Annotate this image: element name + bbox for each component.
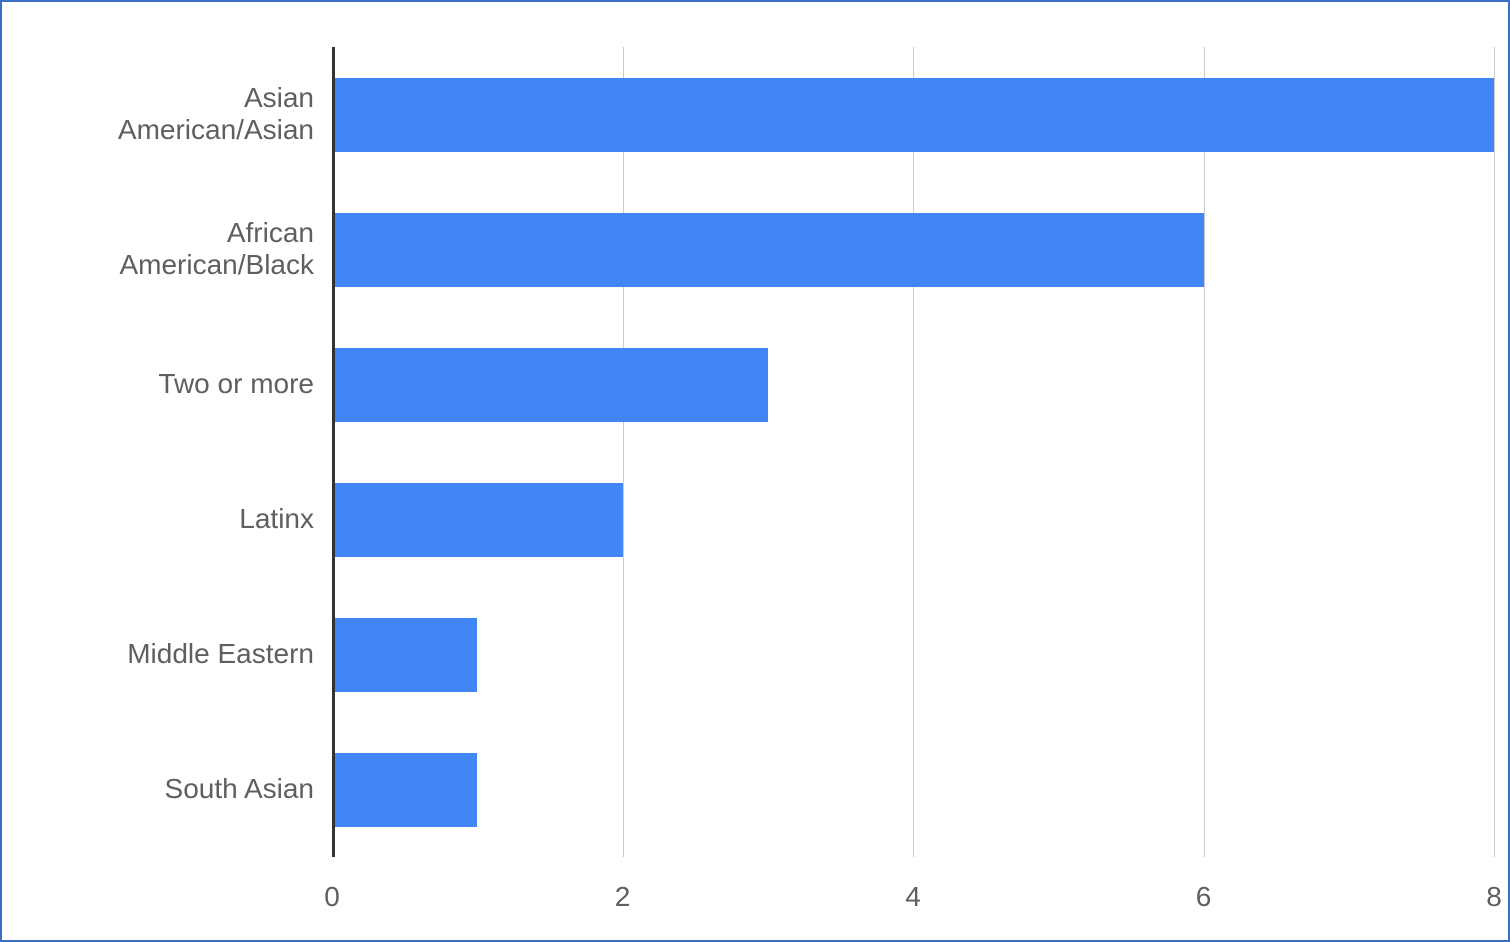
x-tick-label: 0 — [324, 881, 340, 913]
gridline — [1494, 47, 1495, 857]
bar — [332, 213, 1204, 287]
x-tick-label: 8 — [1486, 881, 1502, 913]
category-label: Latinx — [14, 503, 314, 535]
bar — [332, 483, 623, 557]
x-tick-label: 2 — [615, 881, 631, 913]
gridline — [623, 47, 624, 857]
bar — [332, 753, 477, 827]
gridline — [1204, 47, 1205, 857]
x-tick-label: 4 — [905, 881, 921, 913]
x-tick-label: 6 — [1196, 881, 1212, 913]
category-label: African American/Black — [14, 217, 314, 281]
category-label: Asian American/Asian — [14, 82, 314, 146]
bar — [332, 78, 1494, 152]
category-label: South Asian — [14, 773, 314, 805]
y-axis-line — [332, 47, 335, 857]
category-label: Middle Eastern — [14, 638, 314, 670]
gridline — [913, 47, 914, 857]
plot-area — [332, 47, 1494, 857]
chart-frame: Asian American/Asian African American/Bla… — [0, 0, 1510, 942]
bar — [332, 618, 477, 692]
category-label: Two or more — [14, 368, 314, 400]
bar — [332, 348, 768, 422]
